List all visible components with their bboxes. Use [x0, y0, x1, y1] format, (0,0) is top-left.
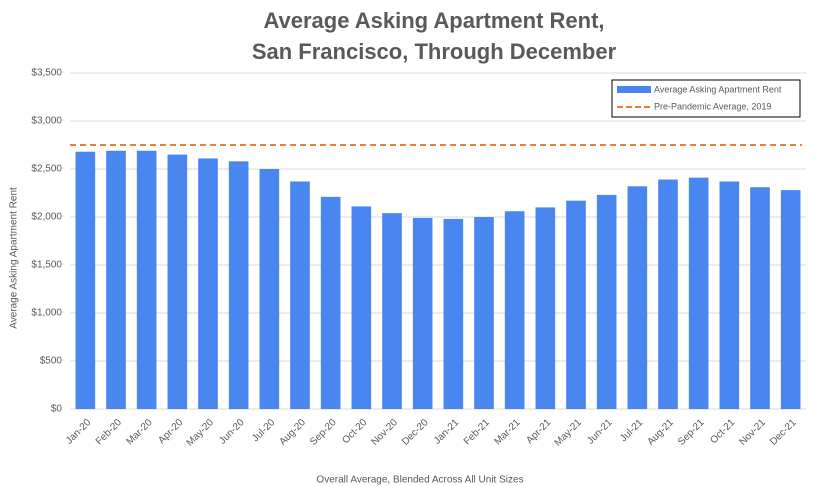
x-tick-label: Sep-21: [676, 417, 707, 448]
x-tick-label: Jun-20: [217, 417, 247, 447]
bar: [75, 151, 96, 409]
chart-title: Average Asking Apartment Rent,: [263, 8, 604, 33]
bar: [320, 196, 341, 409]
x-tick-label: Oct-20: [340, 417, 369, 446]
y-axis-label: Average Asking Apartment Rent: [9, 187, 20, 329]
x-tick-label: Apr-21: [524, 417, 553, 446]
x-tick-label: Sep-20: [308, 417, 339, 448]
bar: [136, 150, 157, 409]
x-tick-label: Oct-21: [708, 417, 737, 446]
x-tick-label: Feb-21: [462, 417, 492, 447]
bar: [259, 169, 280, 409]
bar: [351, 206, 372, 409]
y-tick-label: $1,500: [31, 260, 62, 271]
y-tick-label: $500: [40, 356, 63, 367]
bar: [198, 158, 218, 409]
bar: [382, 213, 402, 409]
x-axis-label: Overall Average, Blended Across All Unit…: [316, 475, 523, 486]
x-tick-label: Aug-20: [277, 417, 308, 448]
x-tick-label: Jan-21: [432, 417, 462, 447]
x-tick-label: Jan-20: [64, 417, 94, 447]
y-tick-label: $3,000: [31, 116, 62, 127]
x-tick-label: Jun-21: [585, 417, 615, 447]
bar: [780, 190, 801, 409]
legend-swatch: [617, 86, 651, 93]
x-tick-label: Jul-21: [618, 417, 645, 444]
x-tick-label: Jul-20: [250, 417, 277, 444]
bar: [658, 179, 678, 409]
legend-label: Pre-Pandemic Average, 2019: [654, 101, 771, 111]
x-tick-label: Nov-20: [369, 417, 400, 448]
bar: [566, 200, 586, 409]
bar: [474, 217, 494, 409]
x-tick-label: Dec-21: [768, 417, 799, 448]
chart-title: San Francisco, Through December: [252, 39, 617, 64]
bar: [750, 187, 770, 409]
x-tick-label: Mar-21: [492, 417, 522, 447]
y-tick-label: $2,000: [31, 212, 62, 223]
bar: [719, 181, 740, 409]
legend-label: Average Asking Apartment Rent: [654, 84, 782, 94]
x-tick-label: Aug-21: [645, 417, 676, 448]
x-tick-label: Dec-20: [400, 417, 431, 448]
bar: [596, 194, 617, 409]
y-tick-label: $3,500: [31, 68, 62, 79]
bar: [443, 218, 464, 409]
bar: [228, 161, 249, 409]
y-tick-label: $0: [51, 404, 63, 415]
x-tick-label: Feb-20: [94, 417, 124, 447]
bar: [504, 211, 525, 409]
x-tick-label: May-20: [185, 417, 217, 449]
x-tick-label: Nov-21: [737, 417, 768, 448]
y-tick-label: $2,500: [31, 164, 62, 175]
bar: [290, 181, 310, 409]
x-tick-label: Apr-20: [156, 417, 185, 446]
bar: [412, 217, 433, 409]
y-tick-label: $1,000: [31, 308, 62, 319]
x-tick-label: Mar-20: [124, 417, 154, 447]
x-tick-label: May-21: [553, 417, 585, 449]
bar: [688, 177, 709, 409]
bar: [167, 154, 188, 409]
bar: [106, 150, 126, 409]
bar: [627, 186, 648, 409]
bar: [535, 207, 556, 409]
